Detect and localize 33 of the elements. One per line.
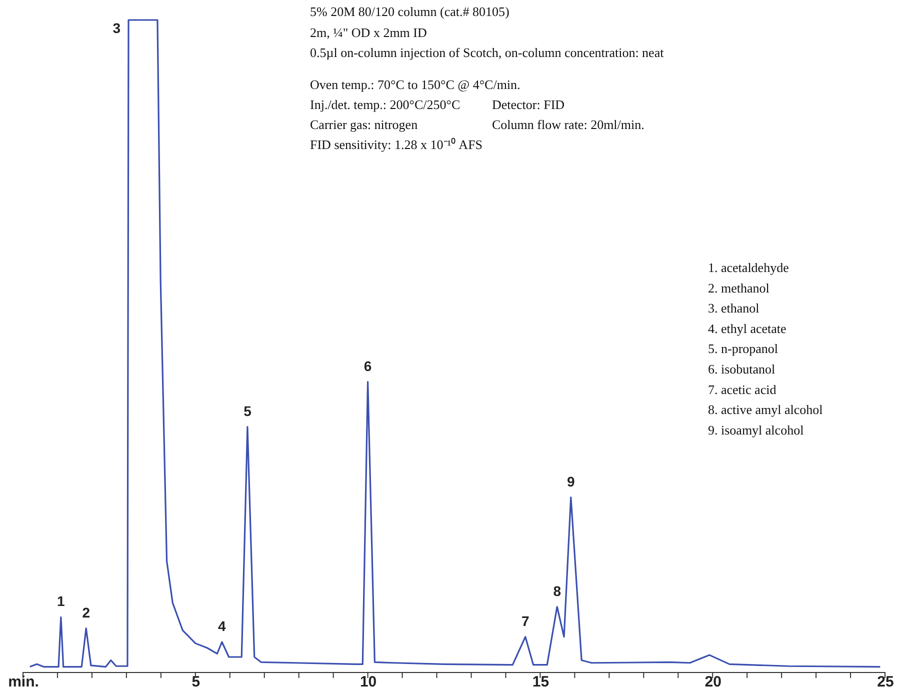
annotation: Inj./det. temp.: 200°C/250°C (310, 97, 460, 112)
annotation: 1. acetaldehyde (708, 260, 790, 275)
annotation: 2. methanol (708, 280, 770, 296)
annotation: 8. active amyl alcohol (708, 402, 824, 418)
annotation: 5. n-propanol (708, 341, 778, 356)
annotation: 7. acetic acid (708, 382, 777, 397)
annotation: 6 (364, 358, 372, 374)
annotation: 9 (566, 473, 575, 490)
annotation: 1 (57, 593, 66, 610)
x-tick-label: 10 (360, 674, 377, 690)
annotation: 4. ethyl acetate (708, 320, 787, 336)
annotation: 2 (82, 604, 90, 620)
annotation: 4 (218, 618, 226, 634)
x-tick-label: 5 (192, 674, 200, 690)
annotation: Carrier gas: nitrogen (310, 117, 418, 132)
annotation: 0.5µl on-column injection of Scotch, on-column concentration: neat (310, 45, 664, 60)
annotation: 2m, ¼" OD x 2mm ID (310, 25, 427, 40)
annotation: 8 (553, 582, 562, 599)
annotation: Oven temp.: 70°C to 150°C @ 4°C/min. (310, 77, 520, 92)
annotation: Detector: FID (492, 97, 565, 112)
annotation: 3 (112, 20, 121, 36)
x-tick-label: 20 (704, 674, 722, 690)
annotation: Column flow rate: 20ml/min. (492, 117, 644, 132)
annotation: 3. ethanol (708, 300, 760, 316)
text: 5% 20M 80/120 column (cat.# 80105) (310, 4, 510, 19)
annotation: 7 (521, 612, 530, 629)
x-tick-label: min. (8, 674, 39, 690)
annotation: FID sensitivity: 1.28 x 10⁻¹⁰ AFS (310, 137, 483, 152)
annotation: 6. isobutanol (708, 362, 776, 376)
annotation: 5 (244, 402, 252, 419)
x-tick-label: 25 (877, 674, 894, 690)
x-tick-label: 15 (532, 674, 550, 690)
annotation: 9. isoamyl alcohol (708, 422, 804, 438)
